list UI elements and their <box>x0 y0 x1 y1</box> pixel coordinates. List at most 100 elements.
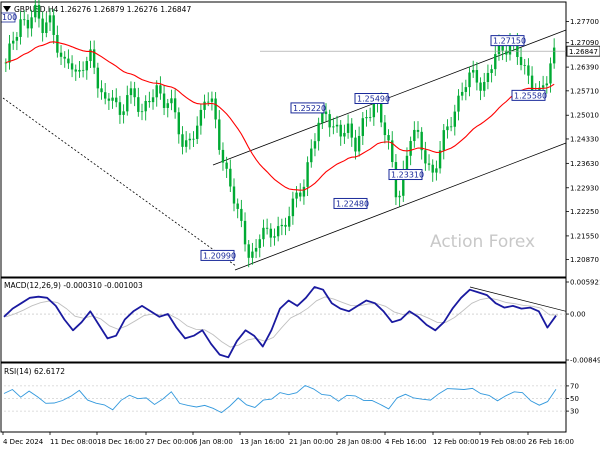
annotation-label: 1.25490 <box>357 95 390 104</box>
candle-body <box>85 61 88 71</box>
price-tick-label: 1.23630 <box>570 160 599 168</box>
price-tick-label: 1.25010 <box>570 112 599 120</box>
candle-body <box>295 192 298 199</box>
candle-body <box>8 43 11 63</box>
moving-average <box>5 41 555 191</box>
time-tick-label: 11 Dec 08:00 <box>50 438 97 446</box>
candle-body <box>449 126 453 128</box>
candle-body <box>111 97 114 101</box>
candle-body <box>483 82 486 91</box>
candle-body <box>497 43 501 55</box>
candle-body <box>254 247 258 252</box>
price-panel <box>0 1 567 278</box>
candles <box>4 0 556 268</box>
candle-body <box>262 227 265 240</box>
candle-body <box>346 123 350 133</box>
candle-body <box>368 117 372 118</box>
candle-body <box>243 220 247 245</box>
annotation-box <box>354 93 389 105</box>
candle-body <box>140 111 144 113</box>
candle-body <box>37 4 41 19</box>
time-axis: 4 Dec 2024 11 Dec 08:00 18 Dec 16:00 27 Dec… <box>2 432 574 446</box>
time-tick-label: 19 Feb 08:00 <box>480 438 526 446</box>
candle-body <box>273 236 276 238</box>
candle-body <box>269 228 272 238</box>
candle-body <box>475 70 479 83</box>
candle-body <box>464 87 468 92</box>
rsi-tick-label: 50 <box>570 395 579 403</box>
ma-line <box>5 41 555 191</box>
candle-body <box>552 47 556 64</box>
candle-body <box>460 91 464 96</box>
candle-body <box>324 111 328 115</box>
candle-body <box>387 135 390 141</box>
price-annotations: 1.27150 1.25220 1.25490 1.25580 1.22480 1.233… <box>200 35 547 261</box>
candle-body <box>240 208 243 221</box>
macd-lines <box>3 286 567 359</box>
time-tick-label: 28 Jan 08:00 <box>337 438 381 446</box>
corner-label: 100 <box>2 13 17 22</box>
macd-line <box>3 286 557 359</box>
annotation-box <box>511 89 546 101</box>
channel-lower <box>234 142 567 271</box>
annotation-label: 1.25220 <box>293 104 326 113</box>
time-tick-label: 18 Dec 16:00 <box>97 438 144 446</box>
candle-body <box>56 34 59 53</box>
candle-body <box>420 131 423 151</box>
annotation-box <box>388 169 423 181</box>
candle-body <box>523 65 526 66</box>
candle-body <box>70 63 74 70</box>
rsi-tick-label: 30 <box>570 408 579 416</box>
macd-signal-line <box>5 296 559 348</box>
macd-tick-label: 0.005921 <box>570 279 600 287</box>
candle-body <box>177 112 180 135</box>
candle-body <box>122 111 125 115</box>
triangle-down-icon[interactable] <box>3 6 11 12</box>
candle-body <box>519 56 523 66</box>
time-tick-label: 4 Dec 2024 <box>3 438 44 446</box>
candle-body <box>350 123 353 138</box>
candle-body <box>59 52 63 57</box>
candle-body <box>398 195 401 198</box>
candle-body <box>276 226 280 237</box>
watermark: Action Forex <box>430 232 535 252</box>
candle-body <box>313 141 317 149</box>
candle-body <box>129 88 133 96</box>
candle-body <box>516 40 519 57</box>
candle-body <box>383 122 387 136</box>
candle-body <box>199 109 203 126</box>
candle-body <box>288 216 291 227</box>
current-price-box <box>566 45 600 57</box>
candle-body <box>365 117 368 119</box>
candle-body <box>247 244 250 258</box>
time-tick-label: 27 Dec 00:00 <box>146 438 193 446</box>
candle-body <box>181 134 184 147</box>
candle-body <box>280 224 284 227</box>
annotation-box <box>333 197 368 209</box>
candle-body <box>527 65 530 76</box>
candle-body <box>472 70 475 73</box>
annotation-label: 1.27150 <box>493 37 526 46</box>
annotation-box <box>290 102 325 114</box>
candle-body <box>184 140 188 147</box>
candle-body <box>203 101 206 110</box>
candle-body <box>225 162 228 169</box>
candle-body <box>159 85 162 94</box>
candle-body <box>413 129 416 142</box>
candle-body <box>19 19 22 37</box>
candle-body <box>41 18 44 34</box>
candle-body <box>151 97 155 103</box>
candle-body <box>310 148 313 163</box>
time-tick-label: 6 Jan 08:00 <box>193 438 233 446</box>
current-price-label: 1.26847 <box>569 48 598 56</box>
candle-body <box>236 203 239 209</box>
candle-body <box>207 101 210 103</box>
candle-body <box>251 251 254 258</box>
candle-body <box>549 63 552 84</box>
candle-body <box>446 126 449 131</box>
candle-body <box>490 69 493 73</box>
candle-body <box>494 54 497 70</box>
candle-body <box>92 49 96 68</box>
candle-body <box>214 98 217 120</box>
